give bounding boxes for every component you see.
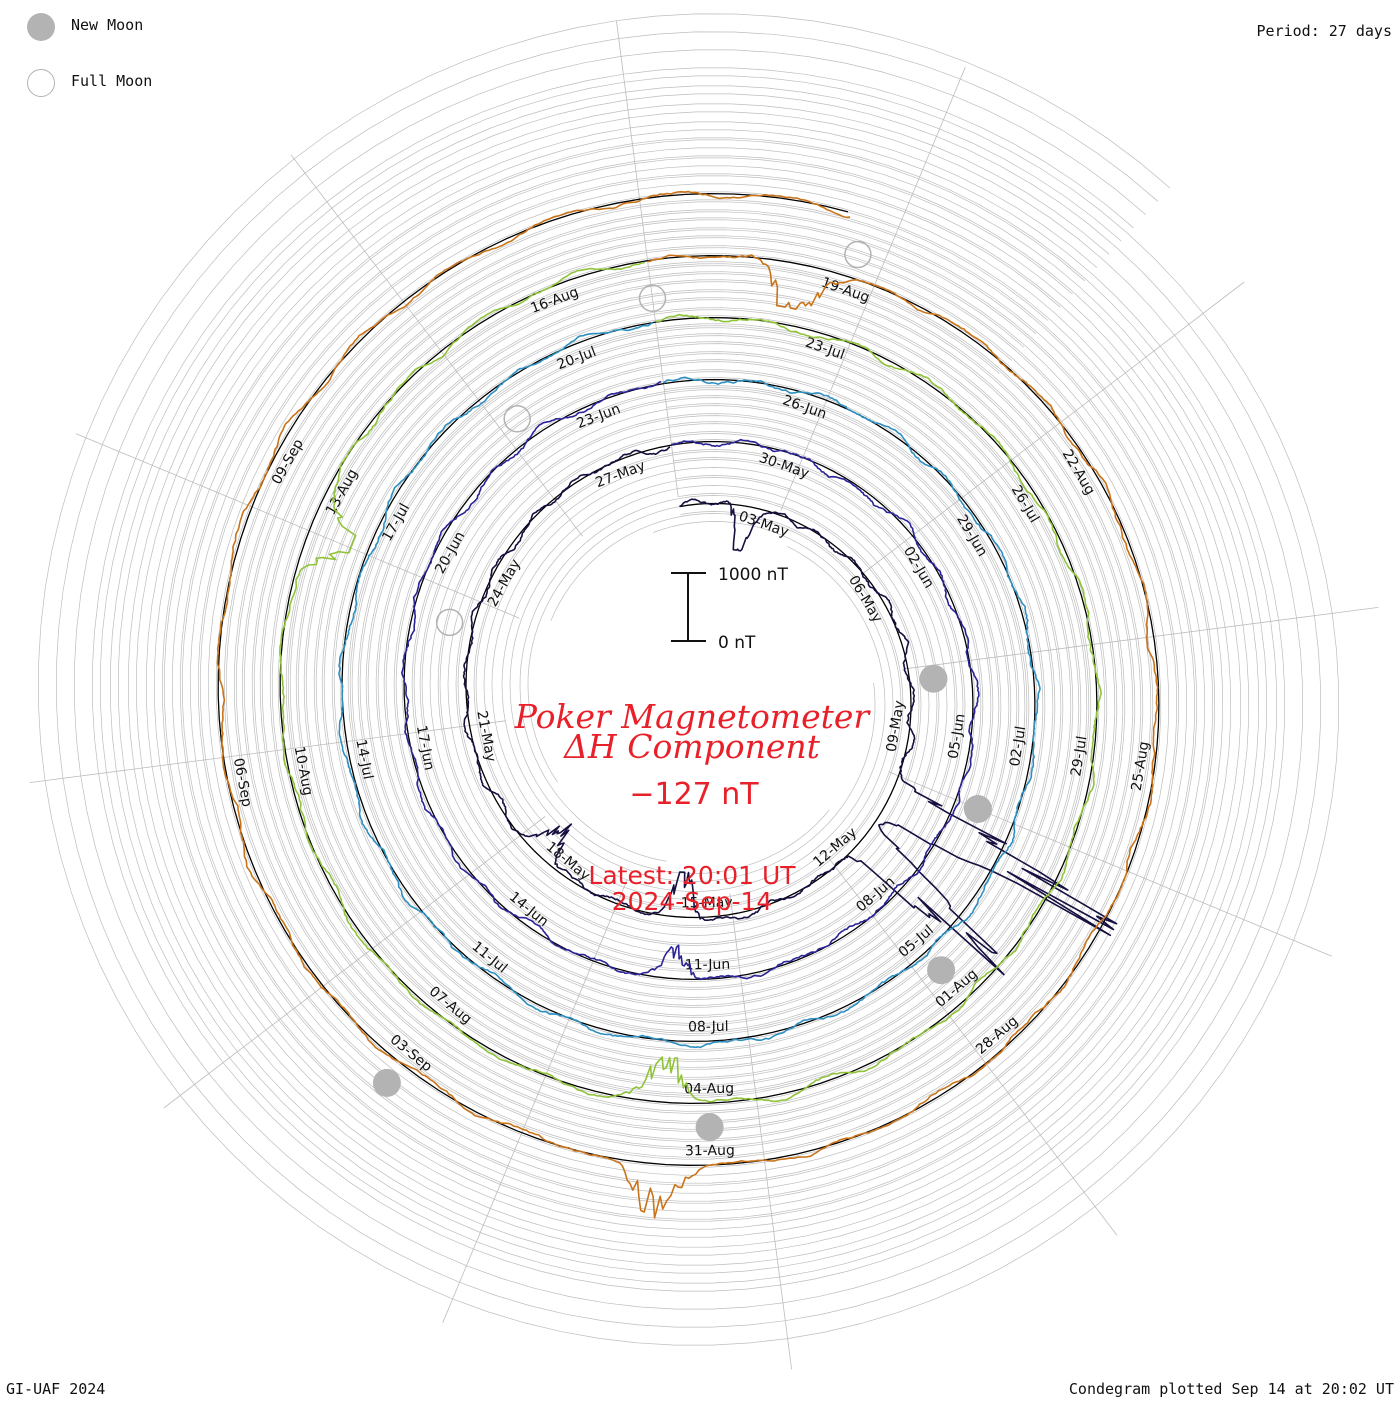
grid-spoke: [862, 281, 1245, 574]
scale-top-label: 1000 nT: [718, 565, 788, 585]
grid-spiral: [128, 103, 1250, 1256]
full-moon-marker: [435, 608, 464, 637]
full-moon-marker: [638, 284, 667, 313]
full-moon-icon: [27, 69, 55, 97]
new-moon-marker: [919, 664, 948, 693]
grid-spiral: [181, 157, 1196, 1202]
grid-spiral: [74, 49, 1303, 1310]
date-label: 22-Aug: [1059, 447, 1098, 498]
grid-spiral: [199, 175, 1178, 1184]
date-label: 29-Jul: [1068, 735, 1090, 778]
grid-spoke: [290, 154, 583, 537]
new-moon-marker: [927, 956, 956, 985]
scale-bottom-label: 0 nT: [718, 633, 756, 653]
grid-spoke: [442, 879, 628, 1323]
chart-subtitle: ΔH Component: [562, 727, 821, 766]
series-trace-1: [462, 446, 1118, 976]
series-trace-4: [279, 261, 1102, 1103]
grid-spoke: [902, 607, 1379, 670]
grid-layer: [29, 13, 1379, 1370]
date-label: 20-Jul: [555, 344, 599, 373]
scale-bar: 1000 nT 0 nT: [671, 565, 788, 653]
series-trace-2: [401, 380, 980, 981]
moon-marker-layer: [372, 240, 992, 1142]
new-moon-marker: [695, 1113, 724, 1142]
grid-spoke: [76, 433, 520, 619]
date-label: 05-Jul: [896, 922, 937, 961]
date-label: 04-Aug: [684, 1081, 734, 1098]
date-label: 09-May: [884, 699, 908, 753]
grid-spoke: [780, 67, 966, 511]
date-label: 14-Jun: [506, 889, 551, 930]
grid-spoke: [616, 20, 679, 497]
date-label: 19-Aug: [819, 275, 871, 307]
date-label: 16-Aug: [529, 284, 581, 317]
date-label: 30-May: [757, 450, 811, 482]
grid-spiral: [92, 67, 1285, 1292]
grid-spoke: [29, 720, 506, 783]
baseline-layer: [217, 192, 1160, 1166]
date-label: 14-Jul: [352, 738, 375, 781]
full-moon-marker: [844, 240, 872, 269]
date-label: 29-Jun: [953, 512, 990, 559]
date-label: 31-Aug: [685, 1143, 735, 1160]
new-moon-label: New Moon: [71, 16, 144, 34]
footer-credit: GI-UAF 2024: [6, 1380, 106, 1398]
grid-spoke: [729, 893, 792, 1370]
latest-date: 2024-Sep-14: [612, 887, 773, 916]
full-moon-marker: [503, 405, 531, 433]
date-label: 18-May: [543, 839, 593, 884]
grid-spiral: [38, 13, 1339, 1346]
date-label: 08-Jul: [688, 1019, 729, 1035]
date-label: 02-Jul: [1007, 725, 1029, 768]
grid-spiral: [163, 139, 1214, 1220]
grid-spiral: [146, 121, 1232, 1238]
full-moon-label: Full Moon: [71, 72, 153, 90]
date-label: 11-Jun: [685, 957, 731, 974]
grid-spiral: [56, 31, 1321, 1328]
chart-title: Poker Magnetometer: [514, 697, 872, 736]
date-label: 05-Jun: [945, 713, 968, 761]
grid-spiral: [110, 85, 1267, 1274]
date-label: 27-May: [593, 458, 647, 491]
grid-spoke: [825, 853, 1118, 1236]
grid-spiral: [253, 229, 1124, 1130]
date-label: 23-Jun: [574, 401, 622, 432]
footer-plotted: Condegram plotted Sep 14 at 20:02 UT: [1068, 1380, 1394, 1398]
period-label: Period: 27 days: [1256, 22, 1392, 40]
grid-spiral: [289, 265, 1088, 1094]
baseline-spiral: [217, 192, 1160, 1166]
new-moon-marker: [963, 795, 992, 823]
grid-spoke: [163, 816, 546, 1109]
latest-value: −127 nT: [629, 777, 759, 812]
date-label: 25-Aug: [1129, 740, 1153, 792]
new-moon-icon: [27, 13, 55, 41]
date-label: 20-Jun: [432, 529, 468, 577]
grid-spiral: [271, 247, 1106, 1112]
trace-layer: [216, 190, 1159, 1219]
grid-spoke: [888, 771, 1332, 957]
new-moon-marker: [372, 1068, 401, 1097]
latest-time: Latest: 20:01 UT: [588, 861, 796, 890]
series-trace-3: [338, 321, 1041, 1049]
series-trace-5: [216, 190, 1159, 1219]
